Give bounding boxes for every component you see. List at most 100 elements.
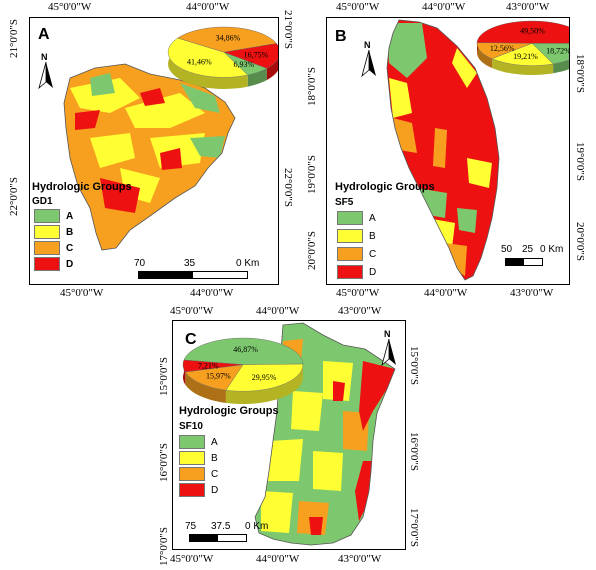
coord-a-left-1: 21°0'0"S (8, 19, 20, 58)
pie-a-slice-label: 34,86% (216, 34, 241, 43)
scale-b-bar-black (505, 258, 525, 266)
coord-c-right-1: 15°0'0"S (408, 346, 420, 385)
legend-a-item: D (34, 257, 73, 271)
pie-b-slice-side (492, 58, 554, 75)
top-coord-b-2: 44°0'0"W (422, 1, 466, 13)
top-coord-b-1: 45°0'0"W (336, 1, 380, 13)
pie-a-slice (223, 43, 278, 69)
legend-c-item: D (179, 483, 218, 497)
swatch-b (337, 229, 363, 243)
coord-c-top-1: 45°0'0"W (170, 305, 214, 317)
legend-a-title: Hydrologic Groups (32, 181, 132, 193)
scale-a-right: 0 Km (236, 258, 260, 269)
swatch-c (337, 247, 363, 261)
pie-a-slice-side (266, 43, 278, 80)
coord-a-right-1: 21°0'0"S (282, 10, 294, 49)
swatch-c (179, 467, 205, 481)
pie-a-slice (167, 37, 249, 78)
legend-a-item: C (34, 241, 73, 255)
pie-c-slice (225, 363, 304, 392)
coord-b-bottom-2: 44°0'0"W (424, 287, 468, 299)
coord-a-bottom-2: 44°0'0"W (190, 287, 234, 299)
legend-a-item: A (34, 209, 73, 223)
pie-b-slice-label: 18,72% (546, 47, 570, 56)
legend-b-item: C (337, 247, 376, 261)
scale-b-mid: 25 (522, 244, 534, 255)
coord-c-bottom-1: 45°0'0"W (170, 553, 214, 565)
scale-c-left: 75 (185, 521, 197, 532)
map-panel-b: B N 18,72% 19,21% 12,56% 49,50% Hydrologic … (326, 17, 570, 285)
top-coord-a-2: 44°0'0"W (186, 1, 230, 13)
legend-b-label: D (369, 266, 377, 278)
top-coord-b-3: 43°0'0"W (506, 1, 550, 13)
region-a-fill (64, 64, 235, 250)
coord-c-right-2: 16°0'0"S (408, 432, 420, 471)
map-b-drawing (386, 19, 500, 281)
pie-a-slice-label: 6,93% (233, 60, 254, 69)
legend-a-label: D (66, 258, 74, 270)
panel-b-letter: B (335, 28, 347, 45)
pie-c-slice-label: 29,95% (252, 373, 277, 382)
coord-b-left-3: 20°0'0"S (306, 231, 318, 270)
scale-b-bar-white (523, 258, 543, 266)
map-panel-a: A N 6,93% 41,46% 34,86% 16,75% Hydrologic G… (29, 17, 279, 285)
legend-c-item: C (179, 467, 218, 481)
legend-b-label: B (369, 230, 376, 242)
north-label: N (384, 329, 391, 339)
pie-a-slice (177, 26, 277, 53)
north-arrow-icon: N (359, 40, 379, 80)
pie-chart-b: 18,72% 19,21%12,56% 49,50% (476, 20, 570, 75)
legend-a-label: A (66, 210, 74, 222)
legend-b-item: D (337, 265, 376, 279)
legend-b-label: C (369, 248, 377, 260)
north-arrow-icon: N (379, 329, 399, 369)
scale-c-mid: 37.5 (211, 521, 231, 532)
pie-b-slice (476, 20, 569, 44)
coord-c-top-2: 44°0'0"W (256, 305, 300, 317)
coord-b-bottom-3: 43°0'0"W (510, 287, 554, 299)
swatch-c (34, 241, 60, 255)
north-label: N (364, 40, 371, 50)
pie-b-slice (531, 43, 569, 65)
coord-a-bottom-1: 45°0'0"W (60, 287, 104, 299)
coord-c-left-2: 16°0'0"S (158, 443, 170, 482)
pie-c-slice (183, 337, 304, 365)
legend-c-sub: SF10 (179, 421, 203, 432)
swatch-d (337, 265, 363, 279)
legend-c-label: D (211, 484, 219, 496)
coord-c-left-3: 17°0'0"S (158, 527, 170, 566)
swatch-d (179, 483, 205, 497)
pie-a-slice-side (168, 38, 248, 89)
scale-a-mid: 35 (184, 258, 196, 269)
swatch-a (337, 211, 363, 225)
swatch-b (179, 451, 205, 465)
map-panel-c: C N 46,87% 29,95% 15,97% 7,21% Hydrologic G… (172, 320, 406, 550)
swatch-b (34, 225, 60, 239)
pie-chart-a: 6,93% 41,46% 34,86%16,75% (167, 26, 278, 89)
panel-a-letter: A (38, 26, 50, 43)
legend-b-item: A (337, 211, 376, 225)
coord-b-bottom-1: 45°0'0"W (336, 287, 380, 299)
pie-c-slice-side (225, 364, 303, 404)
scale-c-bar-black (189, 534, 219, 542)
swatch-a (179, 435, 205, 449)
legend-c-item: A (179, 435, 218, 449)
pie-b-slice-side (553, 59, 569, 74)
coord-b-right-1: 18°0'0"S (574, 54, 586, 93)
legend-b-title: Hydrologic Groups (335, 181, 435, 193)
map-a-drawing (63, 63, 236, 251)
coord-b-right-3: 20°0'0"S (574, 222, 586, 261)
coord-c-bottom-3: 43°0'0"W (338, 553, 382, 565)
swatch-d (34, 257, 60, 271)
pie-b-slice-label: 49,50% (520, 26, 545, 35)
legend-a-label: C (66, 242, 74, 254)
pie-b-slice-side (477, 42, 493, 68)
pie-a-slice-side (247, 68, 267, 87)
legend-b-sub: SF5 (335, 197, 354, 208)
legend-c-item: B (179, 451, 218, 465)
pie-a-slice-label: 16,75% (244, 51, 269, 60)
coord-b-right-2: 19°0'0"S (574, 142, 586, 181)
top-coord-a-1: 45°0'0"W (48, 1, 92, 13)
panel-c-letter: C (185, 331, 197, 348)
pie-c-slice (182, 359, 244, 373)
